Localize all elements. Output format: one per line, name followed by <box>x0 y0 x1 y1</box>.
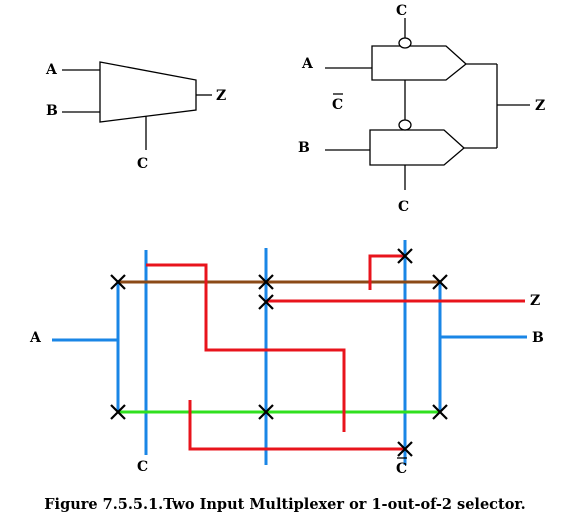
figure-caption: Figure 7.5.5.1.Two Input Multiplexer or … <box>44 496 525 513</box>
gate-label-c-bar: C <box>332 97 343 113</box>
switch-cross <box>258 274 274 290</box>
red-path-a <box>146 263 346 432</box>
select-top-bubble <box>398 37 412 49</box>
switch-matrix: A Z B C C <box>29 240 544 477</box>
switch-cross <box>432 404 448 420</box>
mux-label-c: C <box>137 156 148 172</box>
mux-label-b: B <box>46 103 58 119</box>
gate-label-z: Z <box>535 98 545 114</box>
select-mid-bubble <box>398 119 412 131</box>
matrix-label-b: B <box>532 330 544 346</box>
gate-label-c-top: C <box>396 3 407 19</box>
mux-symbol: A B Z C <box>45 61 226 172</box>
red-path-c-bar <box>368 254 405 290</box>
matrix-label-c-bar: C <box>396 461 407 477</box>
upper-transmission-gate <box>371 45 468 81</box>
switch-cross <box>397 441 413 457</box>
matrix-label-a: A <box>29 330 42 346</box>
switch-cross <box>110 274 126 290</box>
red-path-bottom <box>188 400 405 451</box>
gate-label-b: B <box>298 140 310 156</box>
gate-label-a: A <box>301 56 314 72</box>
switch-cross <box>110 404 126 420</box>
gate-circuit: C A C B C Z <box>298 3 545 215</box>
mux-label-z: Z <box>216 88 226 104</box>
switch-cross <box>258 404 274 420</box>
mux-trapezoid <box>99 61 197 123</box>
lower-transmission-gate <box>369 129 465 166</box>
switch-cross <box>258 294 274 310</box>
mux-label-a: A <box>45 62 58 78</box>
switch-cross <box>397 248 413 264</box>
gate-label-c-bottom: C <box>398 199 409 215</box>
matrix-label-c: C <box>137 459 148 475</box>
switch-cross <box>432 274 448 290</box>
matrix-label-z: Z <box>530 293 540 309</box>
